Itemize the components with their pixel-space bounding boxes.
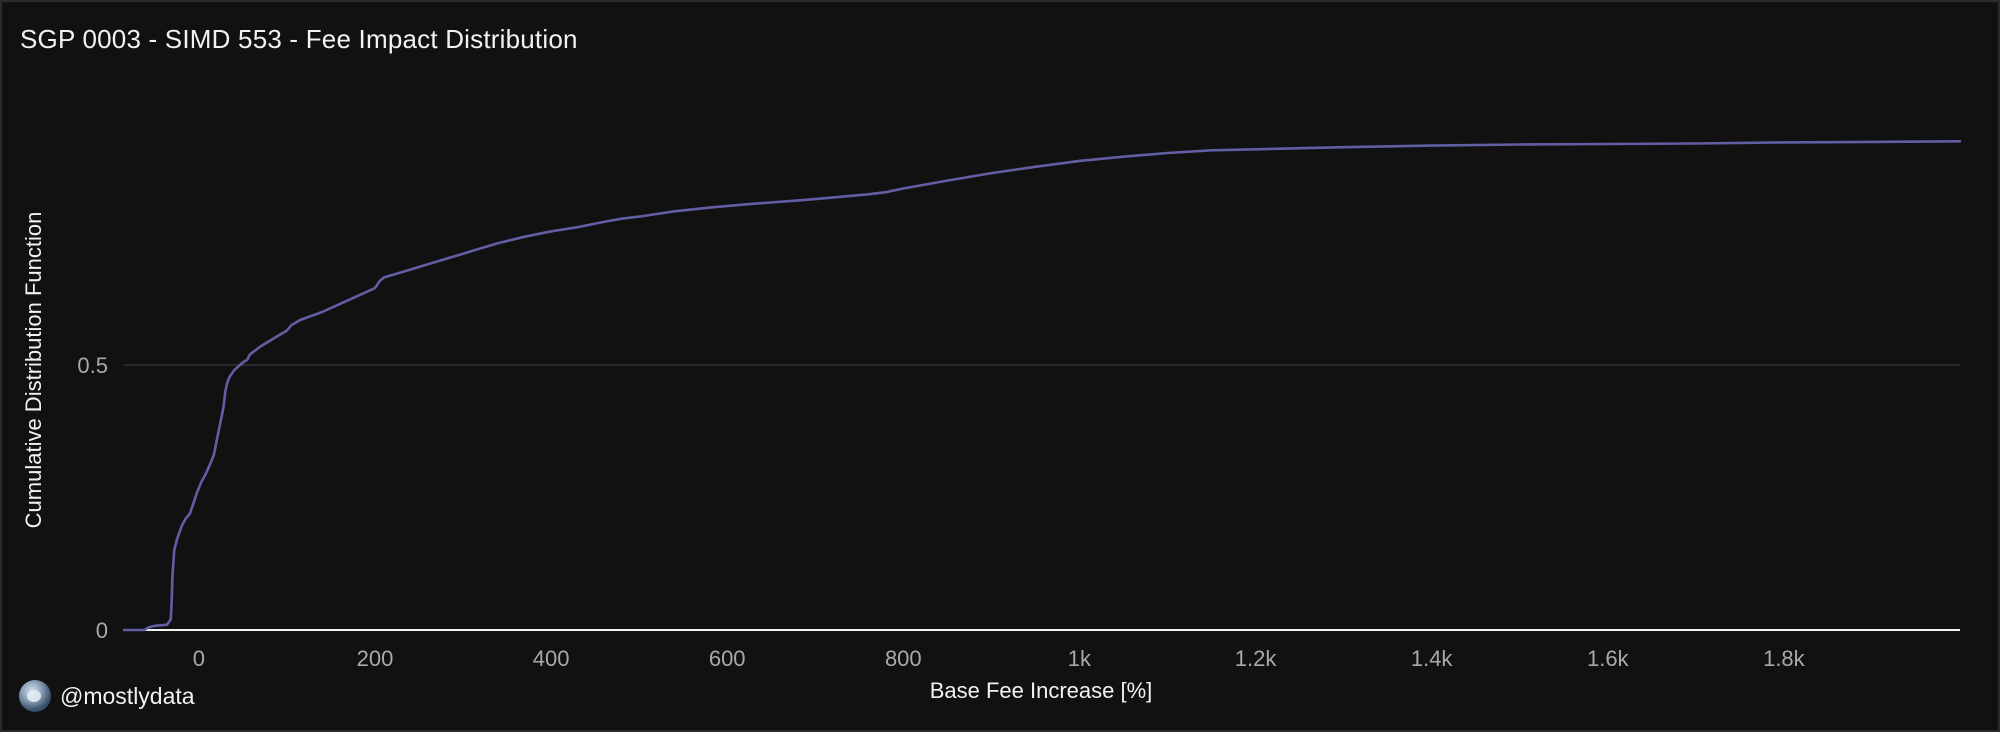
x-tick-label: 1.2k (1235, 646, 1278, 671)
avatar (19, 680, 51, 712)
x-tick-label: 600 (709, 646, 746, 671)
x-tick-label: 400 (533, 646, 570, 671)
x-tick-label: 800 (885, 646, 922, 671)
cdf-series-line (122, 140, 1962, 632)
chart-title: SGP 0003 - SIMD 553 - Fee Impact Distrib… (20, 24, 578, 54)
x-tick-label: 1.6k (1587, 646, 1630, 671)
x-tick-labels: 0 200 400 600 800 1k 1.2k 1.4k 1.6k 1.8k (193, 646, 1806, 671)
x-tick-label: 200 (357, 646, 394, 671)
y-tick-label: 0.5 (77, 353, 108, 378)
y-axis-label: Cumulative Distribution Function (21, 211, 46, 529)
series-layer (122, 140, 1962, 632)
y-tick-label: 0 (96, 618, 108, 643)
author-handle: @mostlydata (60, 682, 195, 709)
x-tick-label: 1k (1068, 646, 1092, 671)
x-tick-label: 1.8k (1763, 646, 1806, 671)
x-axis-label: Base Fee Increase [%] (929, 678, 1153, 703)
y-tick-labels: 00.5 (77, 353, 108, 643)
x-tick-label: 0 (193, 646, 205, 671)
branding: @mostlydata (19, 680, 195, 712)
x-tick-label: 1.4k (1411, 646, 1454, 671)
